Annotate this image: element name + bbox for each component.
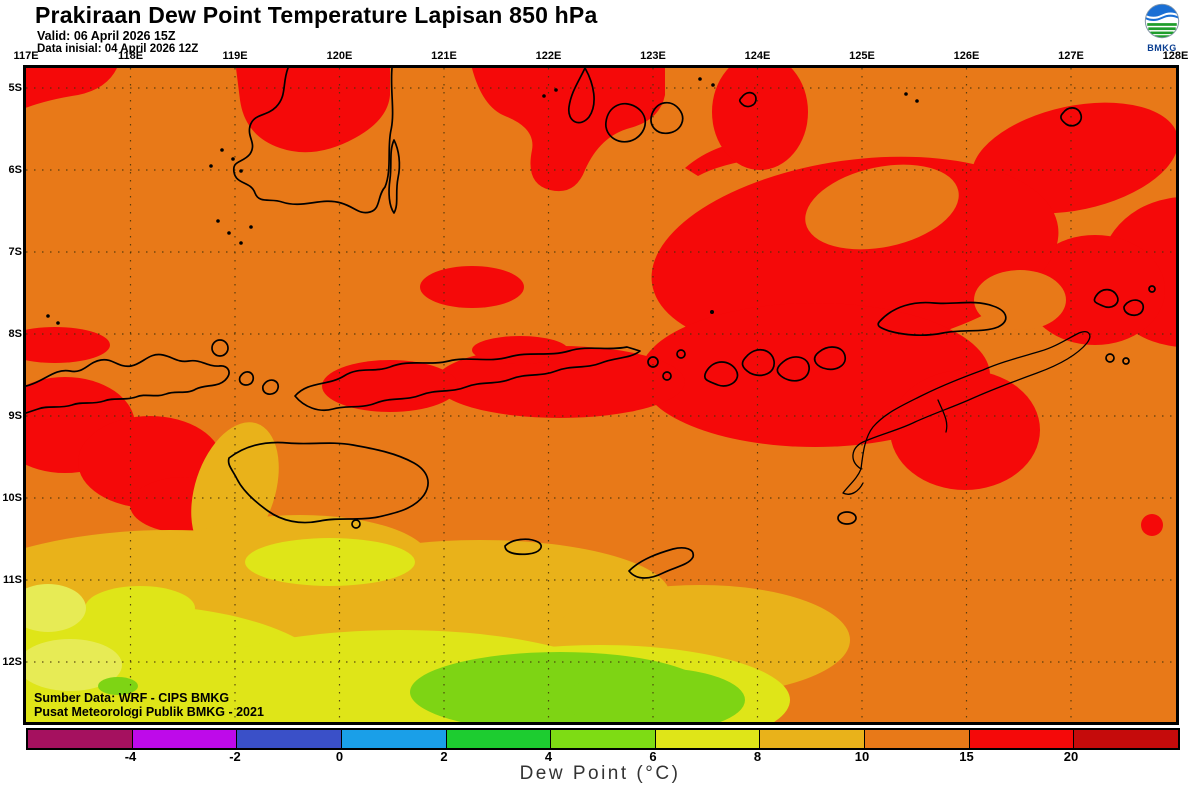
dewpoint-red-regions	[26, 68, 1176, 536]
small-island-dots	[46, 77, 919, 325]
bmkg-logo-label: BMKG	[1147, 43, 1177, 53]
colorbar-tick: -4	[124, 749, 137, 764]
colorbar-segment	[132, 730, 238, 748]
colorbar-segment	[655, 730, 761, 748]
colorbar-segment	[341, 730, 447, 748]
colorbar-tick: 4	[544, 749, 553, 764]
colorbar-segment	[865, 730, 970, 748]
colorbar-segment	[28, 730, 133, 748]
lat-label: 6S	[8, 164, 22, 176]
lon-label: 127E	[1058, 50, 1084, 62]
lat-label: 9S	[8, 410, 22, 422]
lon-label: 117E	[13, 50, 39, 62]
bmkg-globe-icon	[1144, 3, 1180, 39]
colorbar-segment	[446, 730, 552, 748]
lat-lon-grid	[26, 68, 1176, 722]
lat-label: 5S	[8, 82, 22, 94]
colorbar-tick: 10	[854, 749, 870, 764]
attribution-line2: Pusat Meteorologi Publik BMKG - 2021	[34, 705, 264, 719]
colorbar-segment	[237, 730, 342, 748]
colorbar-tick: -2	[229, 749, 241, 764]
lon-label: 122E	[535, 50, 562, 62]
colorbar-tick: 0	[335, 749, 344, 764]
init-time-label: Data inisial: 04 April 2026 12Z	[37, 43, 199, 55]
colorbar-caption: Dew Point (°C)	[519, 763, 681, 784]
dewpoint-map	[26, 68, 1176, 722]
colorbar-tick: 8	[753, 749, 762, 764]
lat-label: 7S	[8, 246, 22, 258]
coastlines	[26, 68, 1156, 579]
colorbar-tick: 6	[649, 749, 657, 764]
lon-label: 121E	[431, 50, 457, 62]
dewpoint-green-regions	[98, 652, 745, 722]
colorbar-segment	[760, 730, 866, 748]
valid-time-label: Valid: 06 April 2026 15Z	[37, 29, 176, 43]
lat-label: 10S	[2, 492, 22, 504]
colorbar-tick: 15	[959, 749, 974, 764]
lon-label: 126E	[953, 50, 980, 62]
dewpoint-orange-holes	[805, 164, 1066, 330]
lat-label: 12S	[2, 656, 22, 668]
lon-label: 118E	[117, 50, 144, 62]
colorbar	[26, 728, 1180, 750]
colorbar-tick: 20	[1063, 749, 1079, 764]
attribution-line1: Sumber Data: WRF - CIPS BMKG	[34, 691, 230, 705]
lon-label: 119E	[222, 50, 248, 62]
bmkg-logo: BMKG	[1138, 2, 1186, 53]
lon-label: 124E	[744, 50, 771, 62]
attribution: Sumber Data: WRF - CIPS BMKG Pusat Meteo…	[34, 691, 264, 719]
colorbar-tick: 2	[440, 749, 448, 764]
lon-label: 120E	[326, 50, 353, 62]
lon-label: 128E	[1162, 50, 1189, 62]
lat-label: 11S	[3, 574, 22, 586]
colorbar-segment	[969, 730, 1075, 748]
colorbar-segment	[551, 730, 656, 748]
page-title: Prakiraan Dew Point Temperature Lapisan …	[35, 2, 598, 28]
lat-label: 8S	[8, 328, 22, 340]
lon-label: 125E	[849, 50, 875, 62]
lon-label: 123E	[640, 50, 666, 62]
colorbar-segment	[1074, 730, 1179, 748]
